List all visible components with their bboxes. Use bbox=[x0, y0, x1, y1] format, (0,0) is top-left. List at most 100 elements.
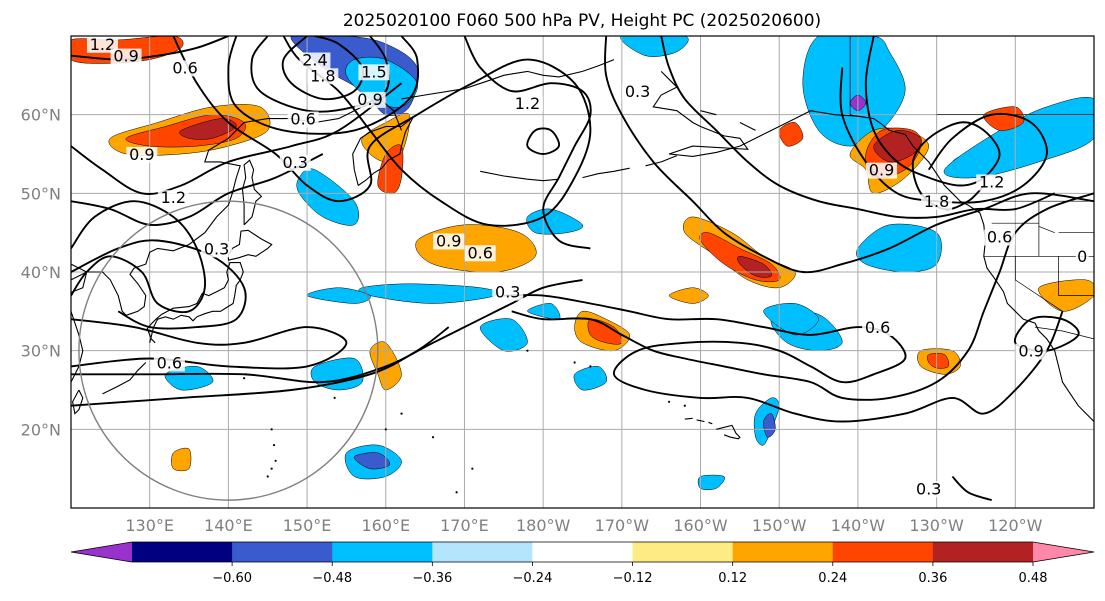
coastline-segment bbox=[739, 122, 756, 131]
height-pc-contour bbox=[71, 36, 229, 61]
contour-label-backdrop bbox=[354, 91, 386, 108]
contour-label-backdrop bbox=[464, 245, 496, 262]
pv-anomaly-region bbox=[573, 365, 607, 391]
colorbar-tick-label: 0.12 bbox=[718, 571, 747, 586]
colorbar-tick-label: −0.60 bbox=[212, 571, 252, 586]
island-dot bbox=[274, 459, 277, 462]
island-dot bbox=[589, 365, 592, 368]
political-border bbox=[1034, 326, 1094, 340]
colorbar-bin bbox=[132, 542, 233, 562]
colorbar-bin bbox=[732, 542, 834, 562]
map-layers: 1.20.90.91.20.30.60.60.32.41.8 1.50.90.60… bbox=[71, 35, 1094, 529]
colorbar-tick-label: −0.48 bbox=[312, 571, 352, 586]
contour-label: 0.6 bbox=[157, 353, 182, 372]
latitude-labels: 20°N 30°N 40°N 50°N 60°N bbox=[21, 106, 61, 440]
contour-label: 0.3 bbox=[625, 82, 650, 101]
island-dot bbox=[455, 491, 458, 494]
contour-label: 0.3 bbox=[204, 239, 229, 258]
contour-label-backdrop bbox=[126, 146, 158, 163]
contour-label-backdrop bbox=[110, 48, 142, 65]
colorbar-tick-label: −0.12 bbox=[613, 571, 653, 586]
longitude-tick-label: 130°W bbox=[909, 516, 964, 535]
longitude-tick-label: 180°W bbox=[516, 516, 571, 535]
contour-label-backdrop bbox=[157, 190, 189, 207]
colorbar-bin bbox=[932, 542, 1034, 562]
height-pc-contour bbox=[71, 326, 450, 407]
longitude-tick-label: 170°W bbox=[595, 516, 650, 535]
colorbar-bin bbox=[332, 542, 433, 562]
longitude-tick-label: 150°W bbox=[752, 516, 807, 535]
island-dot bbox=[270, 467, 273, 470]
pv-anomaly-region bbox=[926, 353, 950, 369]
longitude-tick-label: 130°E bbox=[125, 516, 174, 535]
contour-label: 0.6 bbox=[865, 318, 890, 337]
figure-title: 2025020100 F060 500 hPa PV, Height PC (2… bbox=[343, 11, 821, 31]
coastline-segment bbox=[696, 419, 705, 423]
contour-label-backdrop bbox=[862, 320, 894, 336]
political-border bbox=[1038, 226, 1055, 234]
height-pc-contour bbox=[227, 36, 420, 135]
contour-label-backdrop bbox=[433, 233, 465, 250]
map-frame bbox=[70, 35, 1095, 509]
colorbar-tick-label: 0.48 bbox=[1019, 571, 1048, 586]
contour-label-backdrop bbox=[913, 481, 945, 498]
pv-anomaly-region bbox=[697, 474, 725, 491]
pv-anomaly-region bbox=[179, 118, 237, 140]
coastline-segment bbox=[645, 155, 678, 167]
latitude-tick-label: 60°N bbox=[21, 106, 61, 125]
island-dot bbox=[526, 349, 529, 352]
latitude-tick-label: 50°N bbox=[21, 184, 61, 203]
contour-label-backdrop bbox=[921, 194, 953, 211]
pv-anomaly-region bbox=[620, 36, 689, 57]
contour-label-backdrop bbox=[984, 229, 1016, 246]
contour-label: 0.9 bbox=[113, 47, 138, 66]
height-pc-contour bbox=[71, 239, 247, 330]
coastline-segment bbox=[401, 59, 615, 100]
pv-anomaly-region bbox=[668, 287, 709, 304]
pv-anomaly-region bbox=[527, 303, 561, 320]
contour-label: 0.9 bbox=[436, 231, 461, 250]
height-pc-contour bbox=[839, 67, 1048, 204]
pv-anomaly-region bbox=[763, 302, 819, 336]
contour-label: 0.9 bbox=[129, 145, 154, 164]
contour-label-backdrop bbox=[287, 111, 319, 128]
longitude-tick-label: 140°W bbox=[831, 516, 886, 535]
pv-anomaly-region bbox=[171, 447, 192, 472]
contour-label: 0.3 bbox=[283, 153, 308, 172]
island-dot bbox=[270, 428, 273, 431]
contour-label: 0.6 bbox=[467, 243, 492, 262]
contour-label: 0.9 bbox=[357, 90, 382, 109]
height-pc-contour bbox=[511, 192, 1094, 401]
contour-label-backdrop bbox=[866, 162, 898, 179]
coastline-segment bbox=[700, 110, 717, 116]
colorbar: −0.60 −0.48 −0.36 −0.24 −0.12 0.12 0.24 0.36 0.4… bbox=[70, 541, 1095, 586]
colorbar-bin bbox=[232, 542, 333, 562]
contour-label-backdrop bbox=[1015, 343, 1047, 360]
colorbar-tick-label: −0.36 bbox=[412, 571, 452, 586]
longitude-tick-label: 170°E bbox=[440, 516, 489, 535]
island-dot bbox=[667, 400, 671, 403]
longitude-tick-label: 140°E bbox=[204, 516, 253, 535]
contour-label: 0.9 bbox=[869, 161, 894, 180]
contour-label: 1.8 bbox=[924, 192, 949, 211]
lat-lon-grid bbox=[71, 36, 1094, 508]
coastline-segment bbox=[352, 116, 414, 186]
height-pc-contour bbox=[951, 475, 993, 502]
colorbar-low-extension bbox=[71, 542, 132, 562]
range-circle bbox=[78, 200, 379, 501]
contour-label-backdrop bbox=[622, 84, 654, 100]
height-pc-contour bbox=[71, 200, 207, 314]
height-pc-contour bbox=[463, 36, 592, 250]
colorbar-bin bbox=[432, 542, 533, 562]
contour-label-backdrop bbox=[201, 241, 233, 258]
pv-anomaly-region bbox=[354, 452, 391, 470]
colorbar-tick-label: 0.24 bbox=[818, 571, 847, 586]
longitude-tick-label: 150°E bbox=[283, 516, 332, 535]
coastline-segment bbox=[716, 424, 741, 440]
coastline-segment bbox=[582, 167, 630, 179]
contour-label: 1.2 bbox=[90, 35, 115, 54]
contour-label: 0.6 bbox=[172, 58, 197, 77]
pv-anomaly-region bbox=[526, 208, 584, 235]
latitude-tick-label: 30°N bbox=[21, 342, 61, 361]
island-dot bbox=[184, 527, 186, 529]
